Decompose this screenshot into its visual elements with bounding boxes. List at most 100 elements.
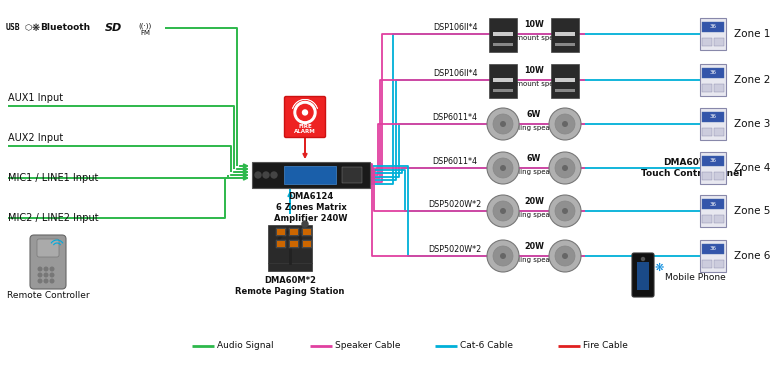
- Bar: [276, 228, 286, 236]
- Bar: [555, 43, 575, 46]
- Circle shape: [487, 108, 519, 140]
- Text: ❋: ❋: [655, 263, 665, 273]
- Text: ceiling speaker: ceiling speaker: [508, 125, 560, 131]
- Circle shape: [38, 279, 42, 283]
- Text: 10W: 10W: [524, 20, 544, 29]
- Text: AUX2 Input: AUX2 Input: [8, 133, 63, 143]
- Bar: [700, 108, 726, 140]
- Bar: [551, 18, 579, 52]
- Text: Zone 4: Zone 4: [734, 163, 771, 173]
- Circle shape: [500, 121, 506, 127]
- Text: SD: SD: [105, 23, 122, 33]
- Bar: [289, 228, 299, 236]
- Circle shape: [562, 121, 568, 127]
- Text: 36: 36: [710, 115, 717, 120]
- Circle shape: [50, 279, 54, 283]
- Bar: [700, 240, 726, 272]
- Bar: [702, 112, 724, 122]
- Bar: [302, 240, 312, 248]
- Circle shape: [271, 172, 277, 178]
- Circle shape: [50, 273, 54, 277]
- Bar: [702, 84, 712, 92]
- Circle shape: [562, 253, 568, 259]
- Text: 6W: 6W: [526, 110, 541, 119]
- Bar: [714, 128, 724, 136]
- Bar: [302, 228, 312, 236]
- FancyBboxPatch shape: [632, 253, 654, 297]
- Text: Audio Signal: Audio Signal: [217, 341, 274, 351]
- Bar: [714, 84, 724, 92]
- Bar: [700, 195, 726, 227]
- Bar: [702, 128, 712, 136]
- Text: Zone 1: Zone 1: [734, 29, 771, 39]
- Bar: [637, 262, 649, 290]
- Circle shape: [38, 273, 42, 277]
- Bar: [702, 199, 724, 209]
- Text: Cat-6 Cable: Cat-6 Cable: [460, 341, 513, 351]
- Circle shape: [500, 253, 506, 259]
- Text: 20W: 20W: [524, 242, 544, 251]
- Bar: [702, 244, 724, 254]
- Circle shape: [555, 201, 575, 221]
- Bar: [700, 152, 726, 184]
- Text: Zone 3: Zone 3: [734, 119, 771, 129]
- Circle shape: [44, 267, 48, 271]
- Text: wall mount speaker: wall mount speaker: [500, 81, 569, 87]
- Bar: [290, 229, 298, 235]
- Text: DMA60M*2
Remote Paging Station: DMA60M*2 Remote Paging Station: [236, 276, 345, 296]
- Bar: [277, 229, 285, 235]
- Text: ❋: ❋: [32, 23, 40, 33]
- Text: DSP5020W*2: DSP5020W*2: [428, 245, 481, 254]
- Circle shape: [294, 101, 316, 123]
- Text: 6W: 6W: [526, 154, 541, 163]
- Circle shape: [493, 158, 513, 178]
- Circle shape: [493, 201, 513, 221]
- Circle shape: [562, 165, 568, 171]
- Bar: [252, 162, 370, 188]
- Bar: [493, 89, 513, 92]
- Circle shape: [44, 279, 48, 283]
- Text: Zone 5: Zone 5: [734, 206, 771, 216]
- Text: Zone 2: Zone 2: [734, 75, 771, 85]
- Circle shape: [38, 267, 42, 271]
- Circle shape: [487, 152, 519, 184]
- Circle shape: [555, 114, 575, 134]
- Bar: [555, 89, 575, 92]
- Circle shape: [44, 273, 48, 277]
- Circle shape: [487, 240, 519, 272]
- Bar: [290, 241, 298, 247]
- Text: ceiling speaker: ceiling speaker: [508, 169, 560, 175]
- Bar: [268, 225, 312, 263]
- Text: MIC1 / LINE1 Input: MIC1 / LINE1 Input: [8, 173, 98, 183]
- Circle shape: [549, 152, 581, 184]
- Text: Remote Controller: Remote Controller: [7, 291, 90, 300]
- Text: DSP5020W*2: DSP5020W*2: [428, 200, 481, 209]
- Circle shape: [487, 195, 519, 227]
- Text: 20W: 20W: [524, 197, 544, 206]
- Bar: [342, 167, 362, 183]
- Text: DMA6124
6 Zones Matrix
Amplifier 240W: DMA6124 6 Zones Matrix Amplifier 240W: [275, 192, 348, 223]
- Bar: [555, 32, 575, 36]
- Text: Mobile Phone: Mobile Phone: [665, 273, 725, 283]
- Bar: [284, 166, 336, 184]
- Bar: [277, 241, 285, 247]
- FancyBboxPatch shape: [285, 97, 325, 138]
- Text: MIC2 / LINE2 Input: MIC2 / LINE2 Input: [8, 213, 98, 223]
- Circle shape: [303, 110, 307, 115]
- Bar: [702, 22, 724, 32]
- Bar: [714, 172, 724, 180]
- Bar: [289, 240, 299, 248]
- FancyBboxPatch shape: [37, 239, 59, 257]
- Bar: [551, 64, 579, 98]
- Bar: [702, 68, 724, 78]
- Bar: [702, 260, 712, 268]
- Circle shape: [549, 108, 581, 140]
- Text: DSP6011*4: DSP6011*4: [432, 113, 477, 122]
- Circle shape: [549, 240, 581, 272]
- Circle shape: [555, 158, 575, 178]
- Circle shape: [555, 246, 575, 266]
- Bar: [268, 263, 312, 271]
- Bar: [303, 229, 311, 235]
- Bar: [489, 18, 517, 52]
- Bar: [714, 38, 724, 46]
